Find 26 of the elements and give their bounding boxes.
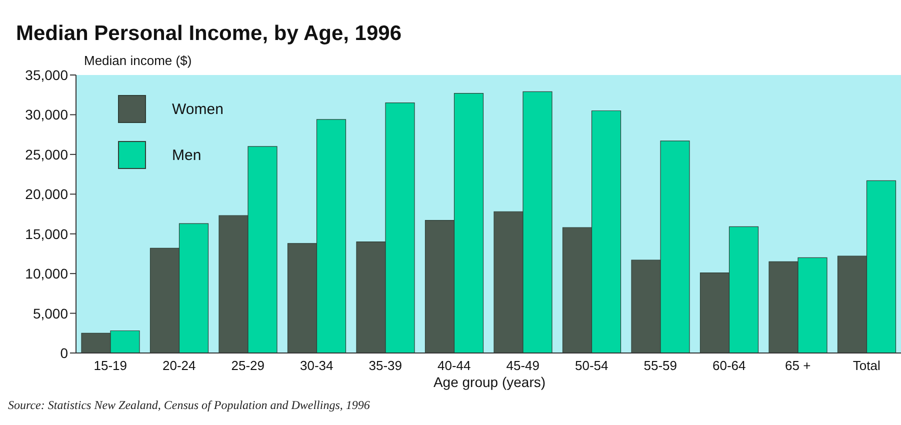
- source-note: Source: Statistics New Zealand, Census of Population and Dwellings, 1996: [8, 398, 370, 413]
- y-tick-label: 20,000: [25, 186, 68, 202]
- legend-label: Women: [172, 100, 224, 118]
- x-axis-title: Age group (years): [432, 374, 547, 390]
- legend-label: Men: [172, 146, 202, 164]
- x-tick-label: 50-54: [575, 358, 608, 374]
- y-tick-label: 10,000: [25, 266, 68, 282]
- x-tick-label: 25-29: [231, 358, 264, 374]
- x-tick-label: Total: [852, 358, 880, 374]
- x-tick-label: 35-39: [368, 358, 402, 374]
- y-tick-label: 25,000: [25, 146, 68, 162]
- y-tick-label: 35,000: [25, 66, 68, 83]
- chart-title: Median Personal Income, by Age, 1996: [16, 22, 402, 46]
- y-tick-label: 5,000: [32, 305, 68, 322]
- x-tick-label: 20-24: [162, 358, 196, 374]
- x-tick-label: 65 +: [785, 358, 811, 374]
- y-axis-title: Median income ($): [84, 53, 192, 68]
- y-tick-label: 15,000: [25, 226, 68, 242]
- x-tick-label: 45-49: [506, 358, 540, 374]
- x-tick-label: 55-59: [644, 358, 677, 374]
- x-tick-label: 60-64: [712, 358, 746, 374]
- x-tick-label: 30-34: [300, 358, 334, 374]
- y-tick-label: 30,000: [25, 106, 68, 123]
- x-tick-label: 40-44: [438, 358, 471, 374]
- x-tick-label: 15-19: [94, 358, 127, 374]
- y-tick-label: 0: [60, 344, 68, 361]
